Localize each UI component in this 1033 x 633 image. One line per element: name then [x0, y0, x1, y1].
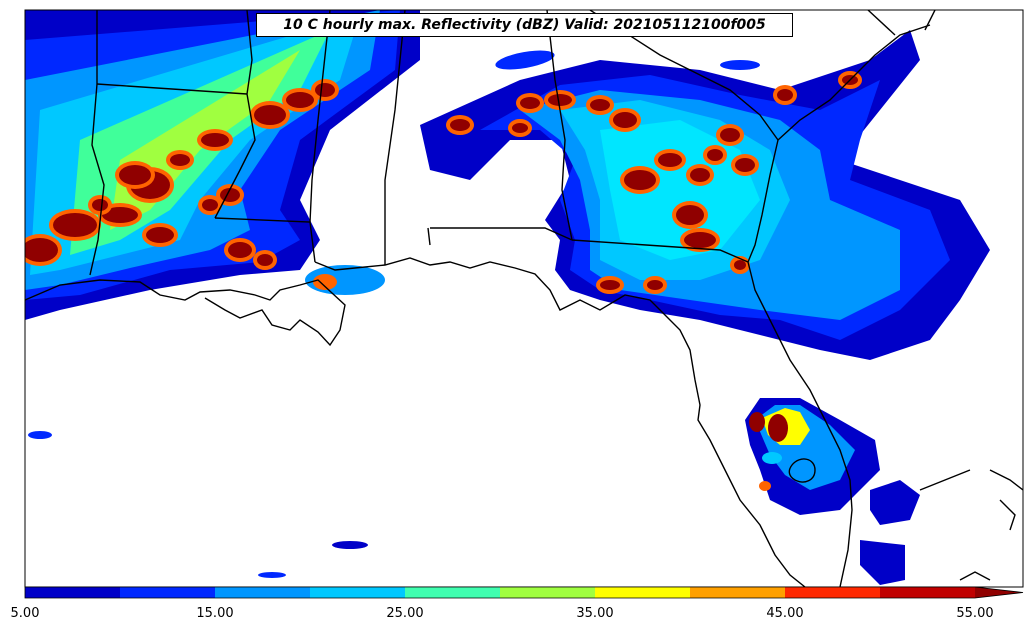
reflectivity-cell-east	[520, 97, 540, 109]
colorbar-segment	[120, 587, 216, 598]
reflectivity-cell-gulf	[332, 541, 368, 549]
reflectivity-cell-gulf	[28, 431, 52, 439]
reflectivity-cell-east	[613, 112, 637, 128]
reflectivity-cell-south-fl	[768, 414, 788, 442]
reflectivity-cell-east	[734, 260, 746, 270]
reflectivity-cell-west	[201, 133, 229, 147]
state-border-al-fl	[430, 227, 573, 241]
reflectivity-cell-gulf	[258, 572, 286, 578]
reflectivity-cell-east	[707, 149, 723, 161]
radar-reflectivity-layer	[25, 10, 990, 585]
reflectivity-cell-east	[658, 153, 682, 167]
colorbar-tick-label: 45.00	[766, 606, 804, 621]
state-border-la-ms-north	[89, 10, 105, 276]
reflectivity-cell-west	[315, 83, 335, 97]
colorbar-segment	[310, 587, 406, 598]
gulf-coastline-ms-al	[314, 257, 806, 587]
reflectivity-cell-west	[53, 213, 97, 237]
colorbar-segment	[500, 587, 596, 598]
reflectivity-cell-west	[202, 199, 218, 211]
state-border-ms-river	[214, 10, 256, 219]
reflectivity-cell-south-fl	[749, 412, 765, 432]
colorbar-segment	[215, 587, 311, 598]
state-border-fl-ga	[427, 227, 431, 246]
reflectivity-cell-east	[624, 170, 656, 190]
state-border-ga-river	[546, 10, 573, 241]
reflectivity-cell-west	[146, 227, 174, 243]
colorbar-tick-label: 25.00	[386, 606, 424, 621]
state-border-ms-al	[309, 10, 331, 223]
state-border-ar-la	[96, 83, 248, 95]
map-title: 10 C hourly max. Reflectivity (dBZ) Vali…	[256, 13, 793, 37]
reflectivity-cell-east	[684, 232, 716, 248]
state-border-al-ga	[384, 10, 406, 265]
state-border-nc-sc	[867, 10, 896, 36]
reflectivity-cell-east	[548, 94, 572, 106]
colorbar-segment	[785, 587, 881, 598]
reflectivity-cell-east	[777, 89, 793, 101]
florida-east-coast	[747, 261, 853, 587]
reflectivity-cell-east	[450, 119, 470, 131]
colorbar-segment	[880, 587, 976, 598]
reflectivity-cell-east	[600, 280, 620, 290]
state-border-ga-sc	[589, 10, 779, 141]
reflectivity-cell-south-fl	[762, 452, 782, 464]
colorbar-tick-label: 55.00	[956, 606, 994, 621]
reflectivity-cell-north	[720, 60, 760, 70]
reflectivity-cell-south-fl	[759, 481, 771, 491]
reflectivity-cell-east	[647, 280, 663, 290]
reflectivity-cell-west	[286, 92, 314, 108]
colorbar-segment	[25, 587, 121, 598]
gulf-coastline-west	[25, 279, 346, 347]
colorbar-segment	[405, 587, 501, 598]
colorbar-tick-label: 15.00	[196, 606, 234, 621]
reflectivity-cell-west	[254, 105, 286, 125]
carolina-coastline	[777, 24, 931, 141]
colorbar-extend-arrow	[975, 587, 1023, 598]
reflectivity-cell-west	[102, 207, 138, 223]
reflectivity-cell-west	[257, 254, 273, 266]
colorbar-segment	[595, 587, 691, 598]
reflectivity-cell-west	[170, 154, 190, 166]
map-borders	[25, 10, 1023, 587]
bahamas-outline	[919, 469, 1023, 581]
state-border-ga-fl-south	[571, 239, 749, 263]
reflectivity-cell-west	[92, 199, 108, 211]
reflectivity-cell-west	[228, 242, 252, 258]
reflectivity-cell-east	[590, 99, 610, 111]
colorbar-outline	[24, 586, 1024, 599]
reflectivity-cell-east	[690, 168, 710, 182]
colorbar-tick-label: 35.00	[576, 606, 614, 621]
colorbar-segment	[690, 587, 786, 598]
reflectivity-cell-coast	[313, 274, 337, 290]
reflectivity-cell-west	[25, 238, 58, 262]
reflectivity-cell-east	[676, 205, 704, 225]
reflectivity-cell-east	[720, 128, 740, 142]
colorbar	[24, 586, 1024, 599]
reflectivity-area-bahamas	[860, 540, 905, 585]
reflectivity-cell-east	[735, 158, 755, 172]
reflectivity-cell-east	[512, 123, 528, 133]
atlantic-coastline	[747, 139, 779, 263]
lake-okeechobee	[788, 458, 816, 483]
colorbar-tick-label: 5.00	[10, 606, 40, 621]
reflectivity-area-bahamas	[870, 480, 920, 525]
reflectivity-cell-west	[119, 165, 151, 185]
reflectivity-cell-north	[495, 50, 555, 70]
